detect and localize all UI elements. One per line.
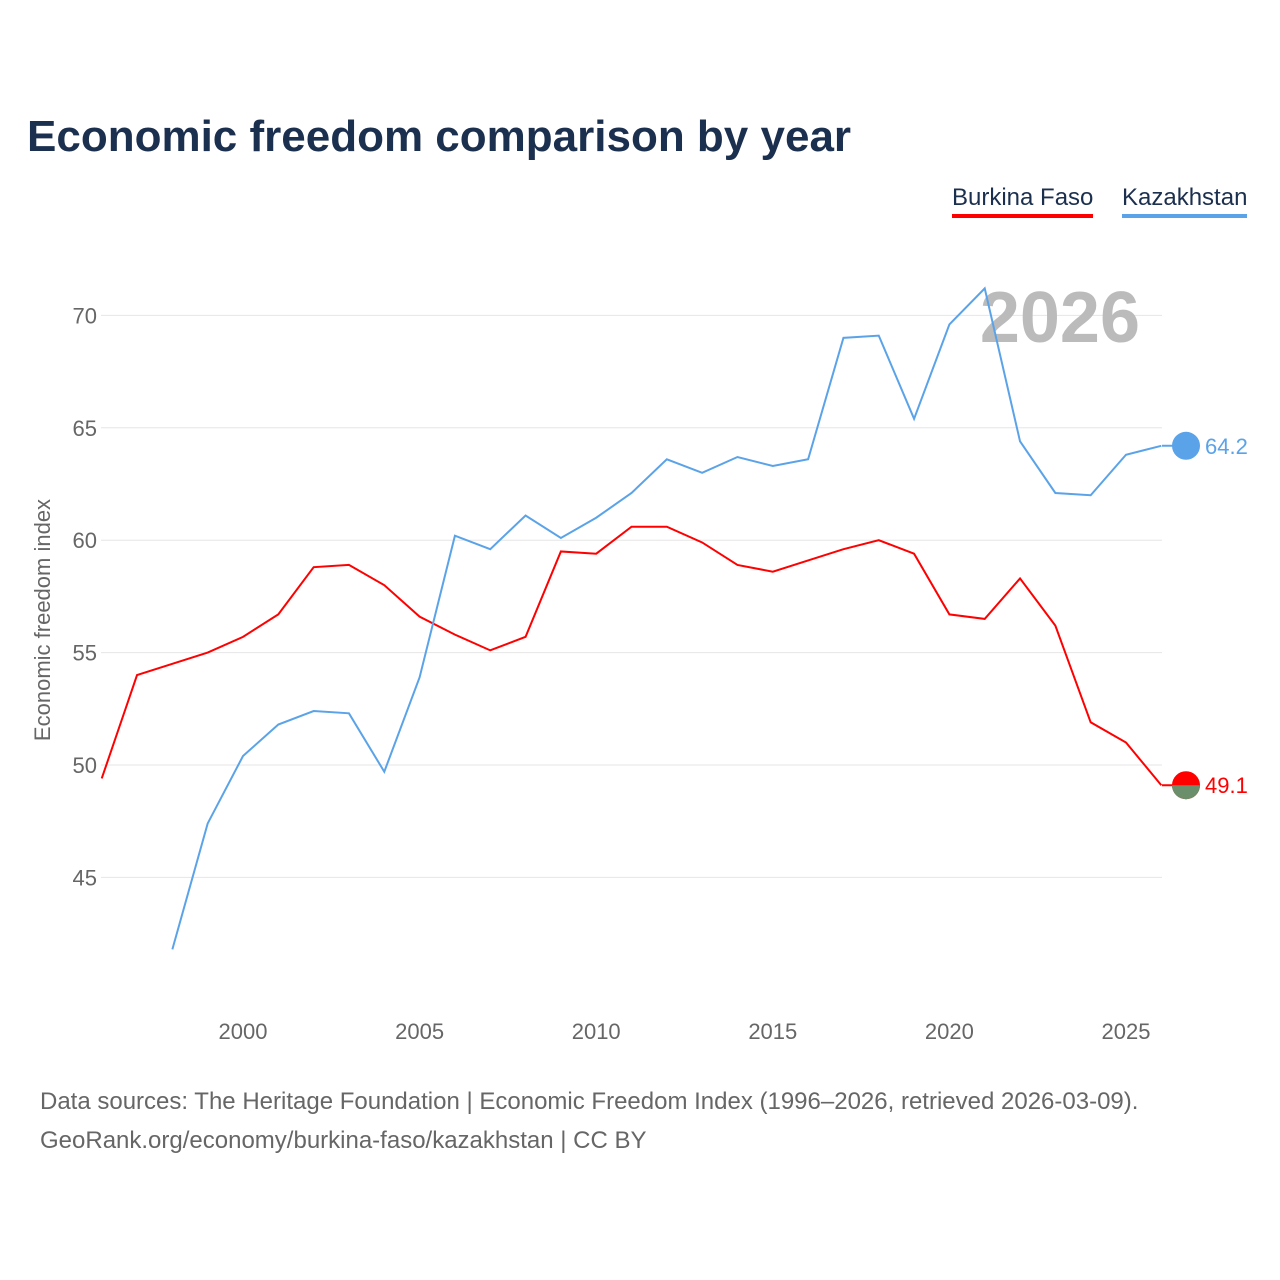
end-value-label: 49.1 [1205, 773, 1248, 798]
end-value-label: 64.2 [1205, 434, 1248, 459]
y-tick-label: 65 [73, 416, 97, 441]
credit-link[interactable]: GeoRank.org/economy/burkina-faso/kazakhs… [40, 1127, 647, 1154]
y-tick-label: 45 [73, 865, 97, 890]
legend-item-burkina-faso[interactable]: Burkina Faso [952, 184, 1094, 218]
series-line-kazakhstan [171, 286, 1162, 950]
x-tick-label: 2025 [1102, 1019, 1151, 1044]
x-tick-label: 2000 [219, 1019, 268, 1044]
x-tick-label: 2020 [925, 1019, 974, 1044]
flag-lower-half-icon [1172, 785, 1200, 800]
legend-item-kazakhstan[interactable]: Kazakhstan [1122, 184, 1248, 218]
y-tick-label: 50 [73, 753, 97, 778]
flag-marker-icon [1172, 431, 1200, 460]
y-tick-label: 60 [73, 528, 97, 553]
x-tick-label: 2015 [748, 1019, 797, 1044]
x-tick-label: 2005 [395, 1019, 444, 1044]
series-line-burkina-faso [100, 525, 1163, 786]
y-tick-label: 70 [73, 303, 97, 328]
y-tick-label: 55 [73, 641, 97, 666]
y-axis-label: Economic freedom index [30, 499, 55, 741]
chart-title: Economic freedom comparison by year [27, 112, 852, 161]
year-watermark: 2026 [980, 278, 1140, 358]
data-source-note: Data sources: The Heritage Foundation | … [40, 1088, 1139, 1115]
x-tick-label: 2010 [572, 1019, 621, 1044]
